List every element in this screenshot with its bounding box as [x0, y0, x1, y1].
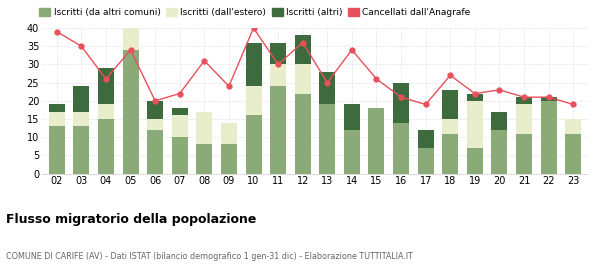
Bar	[98, 68, 114, 104]
Bar	[73, 86, 89, 112]
Bar	[295, 35, 311, 64]
Bar	[442, 134, 458, 174]
Bar	[270, 64, 286, 86]
Bar	[147, 119, 163, 130]
Bar	[442, 90, 458, 119]
Bar	[295, 94, 311, 174]
Bar	[442, 119, 458, 134]
Legend: Iscritti (da altri comuni), Iscritti (dall'estero), Iscritti (altri), Cancellati: Iscritti (da altri comuni), Iscritti (da…	[35, 4, 475, 20]
Bar	[319, 72, 335, 104]
Bar	[98, 104, 114, 119]
Bar	[98, 119, 114, 174]
Bar	[73, 126, 89, 174]
Bar	[270, 86, 286, 174]
Bar	[49, 104, 65, 112]
Bar	[418, 130, 434, 148]
Bar	[73, 112, 89, 126]
Bar	[196, 112, 212, 144]
Bar	[491, 112, 508, 130]
Bar	[565, 134, 581, 174]
Bar	[147, 101, 163, 119]
Bar	[245, 115, 262, 174]
Bar	[467, 101, 483, 148]
Bar	[122, 28, 139, 50]
Bar	[245, 43, 262, 86]
Bar	[172, 137, 188, 174]
Bar	[393, 83, 409, 123]
Bar	[196, 144, 212, 174]
Text: Flusso migratorio della popolazione: Flusso migratorio della popolazione	[6, 213, 256, 226]
Bar	[49, 112, 65, 126]
Bar	[393, 123, 409, 174]
Bar	[49, 126, 65, 174]
Bar	[368, 108, 385, 174]
Bar	[295, 64, 311, 94]
Bar	[516, 97, 532, 104]
Bar	[344, 130, 360, 174]
Bar	[467, 94, 483, 101]
Bar	[516, 104, 532, 134]
Bar	[172, 108, 188, 115]
Bar	[122, 50, 139, 174]
Bar	[491, 130, 508, 174]
Bar	[245, 86, 262, 115]
Bar	[541, 101, 557, 174]
Bar	[221, 144, 237, 174]
Bar	[172, 115, 188, 137]
Bar	[418, 148, 434, 174]
Bar	[565, 119, 581, 134]
Bar	[516, 134, 532, 174]
Bar	[147, 130, 163, 174]
Bar	[319, 104, 335, 174]
Text: COMUNE DI CARIFE (AV) - Dati ISTAT (bilancio demografico 1 gen-31 dic) - Elabora: COMUNE DI CARIFE (AV) - Dati ISTAT (bila…	[6, 252, 413, 261]
Bar	[541, 97, 557, 101]
Bar	[270, 43, 286, 64]
Bar	[344, 104, 360, 130]
Bar	[221, 123, 237, 144]
Bar	[467, 148, 483, 174]
